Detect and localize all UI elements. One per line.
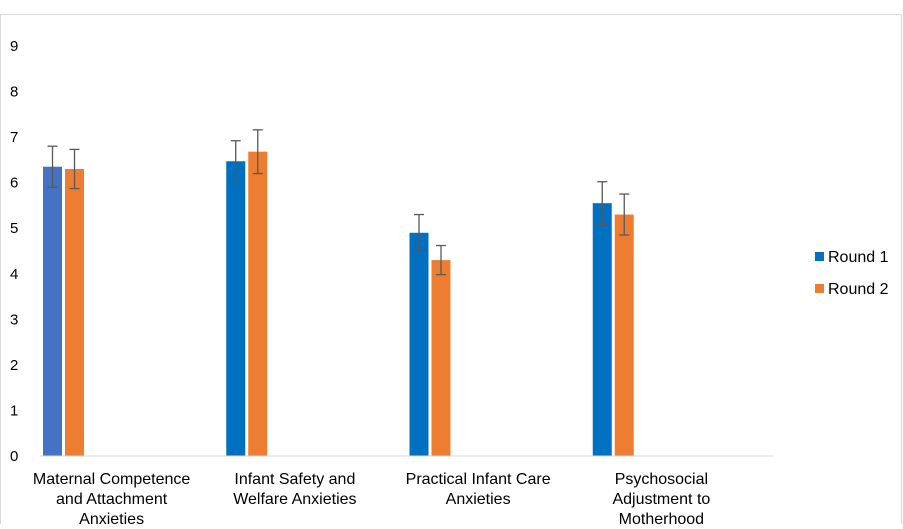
- legend-swatch: [815, 284, 824, 293]
- bar-round-2: [614, 214, 634, 456]
- bar-round-1: [43, 166, 62, 456]
- x-category-label: Infant Safety and Welfare Anxieties: [233, 471, 356, 508]
- bar-round-2: [65, 169, 84, 456]
- x-category-label: Maternal Competence and Attachment Anxieti…: [33, 471, 191, 524]
- y-tick-label: 7: [10, 129, 18, 146]
- legend: Round 1 Round 2: [815, 249, 889, 298]
- x-category-label: Psychosocial Adjustment to Motherhood: [612, 471, 710, 524]
- y-tick-label: 0: [10, 448, 18, 465]
- legend-label: Round 2: [828, 281, 889, 298]
- legend-swatch: [815, 252, 824, 261]
- x-axis-labels: Maternal Competence and Attachment Anxieti…: [33, 471, 710, 528]
- legend-label: Round 1: [828, 249, 889, 266]
- bar-round-1: [592, 203, 612, 456]
- y-tick-label: 8: [10, 84, 18, 101]
- error-bars-group: [47, 129, 630, 276]
- bar-round-2: [431, 260, 451, 456]
- bar-round-1: [409, 232, 429, 456]
- y-tick-label: 1: [10, 402, 18, 419]
- y-tick-label: 9: [10, 38, 18, 55]
- chart-border: [0, 14, 902, 529]
- bar-round-2: [248, 151, 268, 456]
- y-tick-label: 4: [10, 266, 18, 283]
- y-tick-label: 3: [10, 311, 18, 328]
- bar-round-1: [226, 161, 246, 456]
- y-axis-ticks: 0 1 2 3 4 5 6 7 8 9: [10, 38, 18, 465]
- x-category-label: Practical Infant Care Anxieties: [406, 471, 551, 508]
- bars-group: [43, 151, 634, 456]
- y-tick-label: 2: [10, 357, 18, 374]
- y-tick-label: 6: [10, 175, 18, 192]
- y-tick-label: 5: [10, 220, 18, 237]
